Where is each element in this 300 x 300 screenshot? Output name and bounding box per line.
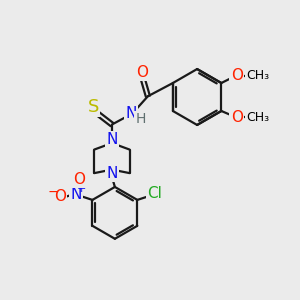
Text: CH₃: CH₃ xyxy=(246,111,269,124)
Text: N: N xyxy=(106,166,118,181)
Text: O: O xyxy=(231,68,243,83)
Text: H: H xyxy=(136,112,146,126)
Text: S: S xyxy=(87,98,99,116)
Text: Cl: Cl xyxy=(148,186,162,201)
Text: O: O xyxy=(231,110,243,125)
Text: O: O xyxy=(54,190,66,205)
Text: CH₃: CH₃ xyxy=(246,69,269,82)
Text: N: N xyxy=(106,132,118,147)
Text: +: + xyxy=(77,184,86,194)
Text: N: N xyxy=(125,106,137,122)
Text: O: O xyxy=(73,172,85,187)
Text: −: − xyxy=(48,185,59,199)
Text: O: O xyxy=(136,65,148,80)
Text: N: N xyxy=(70,187,82,202)
